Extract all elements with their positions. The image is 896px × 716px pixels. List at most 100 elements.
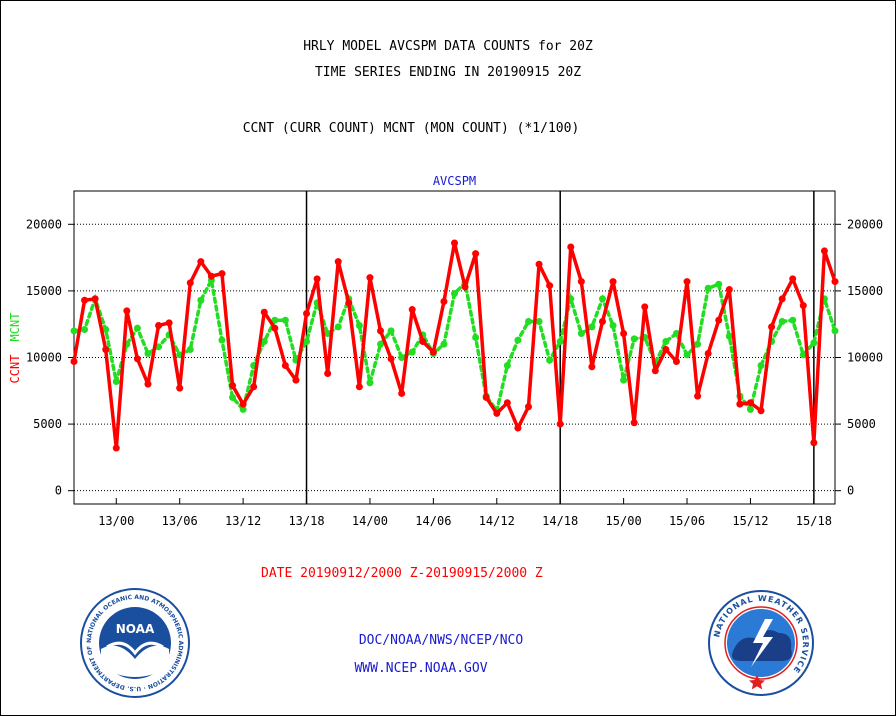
y-tick-label-right: 20000 [847,217,883,231]
ccnt-point [398,389,406,397]
mcnt-point [451,290,458,298]
mcnt-point [789,316,797,324]
mcnt-point [546,356,554,364]
mcnt-point [609,322,617,330]
mcnt-point [746,405,754,413]
ccnt-point [514,424,522,432]
ccnt-point [440,298,448,306]
ccnt-point [355,383,363,391]
ccnt-point [144,380,152,388]
mcnt-point [810,339,818,347]
ccnt-point [451,239,458,247]
ccnt-point [556,420,564,428]
mcnt-point [271,316,279,324]
y-tick-label-left: 15000 [26,284,62,298]
x-tick-label: 14/06 [415,514,451,528]
time-series-chart: 0 0 5000 5000 10000 10000 15000 15000 20000 20000… [8,174,883,528]
ccnt-point [778,295,786,303]
x-tick-label: 15/06 [669,514,705,528]
ccnt-point [165,319,173,327]
ccnt-point [609,278,617,286]
ccnt-point [70,357,78,365]
mcnt-point [112,377,120,385]
mcnt-point [778,318,786,326]
x-tick-label: 13/18 [288,514,324,528]
ccnt-point [133,355,141,363]
ccnt-point [588,363,596,371]
mcnt-point [303,338,311,346]
ccnt-point [757,407,765,415]
ccnt-point [112,444,120,452]
ccnt-point [281,361,289,369]
ccnt-point [197,258,205,266]
mcnt-point [503,361,511,369]
ccnt-point [715,316,723,324]
ccnt-point [334,258,342,266]
chart-title: HRLY MODEL AVCSPM DATA COUNTS for 20Z [303,39,593,54]
mcnt-point [334,323,342,331]
chart-title-line2: TIME SERIES ENDING IN 20190915 20Z [314,65,582,80]
mcnt-point [535,318,543,326]
ccnt-point [651,367,659,375]
ccnt-point [598,318,606,326]
ccnt-point [366,274,374,282]
website-link[interactable]: WWW.NCEP.NOAA.GOV [354,661,488,676]
ccnt-point [303,310,311,318]
ccnt-point [229,381,237,389]
mcnt-point [186,345,194,353]
mcnt-point [757,361,765,369]
ccnt-point [641,303,649,311]
mcnt-point [598,295,606,303]
y-tick-label-left: 20000 [26,217,62,231]
ccnt-point [345,299,353,307]
mcnt-point [366,379,374,387]
ccnt-point [683,278,691,286]
x-tick-label: 14/00 [352,514,388,528]
ccnt-point [313,275,321,283]
agency-label: DOC/NOAA/NWS/NCEP/NCO [358,633,524,648]
mcnt-point [197,296,205,304]
mcnt-point [377,340,385,348]
plot-title: AVCSPM [433,174,476,188]
ccnt-point [176,384,184,392]
mcnt-point [514,336,522,344]
ccnt-point [102,345,110,353]
noaa-logo: NOAA NATIONAL OCEANIC AND ATMOSPHERIC AD… [79,587,190,698]
mcnt-point [260,338,268,346]
mcnt-point [229,393,237,401]
ccnt-point [577,278,585,286]
y-tick-label-left: 10000 [26,350,62,364]
mcnt-point [218,336,226,344]
ccnt-point [387,355,395,363]
ccnt-point [239,400,247,408]
mcnt-point [694,340,702,348]
ccnt-point [377,327,385,335]
mcnt-point [831,327,839,335]
ccnt-point [207,272,215,280]
ccnt-point [546,282,554,290]
mcnt-point [588,323,596,331]
ccnt-point [831,278,839,286]
x-tick-label: 15/00 [606,514,642,528]
y-tick-label-right: 5000 [847,417,876,431]
mcnt-point [440,340,448,348]
ccnt-point [630,419,638,427]
ccnt-point [820,247,828,255]
mcnt-point [70,327,78,335]
mcnt-point [799,351,807,359]
ccnt-point [429,348,437,356]
mcnt-point [144,349,152,357]
mcnt-point [577,330,585,338]
date-range-label: DATE 20190912/2000 Z-20190915/2000 Z [261,566,543,581]
ccnt-point [768,323,776,331]
mcnt-point [524,318,532,326]
mcnt-point [630,335,638,343]
x-tick-label: 15/18 [796,514,832,528]
noaa-logo-text: NOAA [116,622,155,636]
x-tick-label: 13/12 [225,514,261,528]
mcnt-point [387,327,395,335]
ccnt-point [271,324,279,332]
ccnt-point [218,270,226,278]
mcnt-point [102,326,110,334]
ccnt-point [672,357,680,365]
